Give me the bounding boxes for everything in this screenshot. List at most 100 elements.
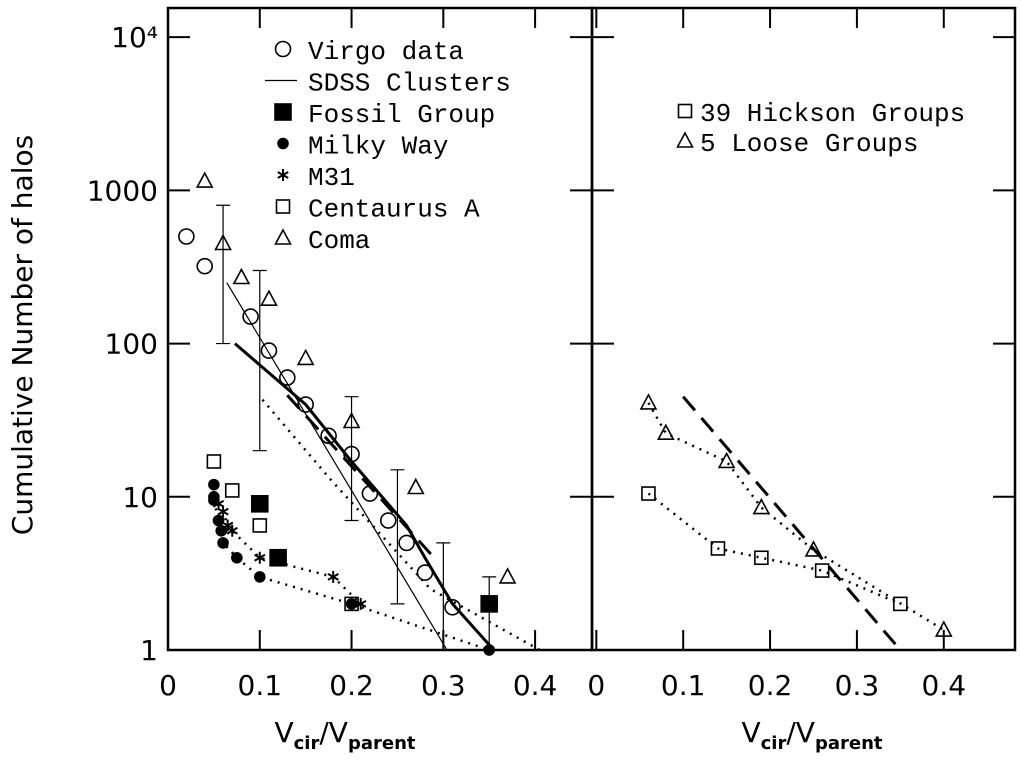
- data-point: [320, 427, 337, 445]
- data-point: [406, 477, 425, 495]
- data-point: [260, 342, 278, 359]
- data-point: [212, 514, 225, 527]
- legend-label: Fossil Group: [308, 100, 495, 130]
- legend-label: 5 Loose Groups: [700, 129, 918, 159]
- data-point: [327, 570, 339, 583]
- legend-marker: [275, 199, 291, 214]
- data-point: [814, 563, 830, 578]
- data-point: [212, 497, 225, 510]
- data-point: [231, 551, 243, 564]
- data-point: [498, 567, 517, 584]
- legend-label: Virgo data: [308, 37, 464, 67]
- data-point: [804, 540, 823, 557]
- error-bar: [216, 204, 231, 345]
- legend-label: Coma: [308, 226, 370, 256]
- y-tick-label: 100: [105, 328, 158, 361]
- data-point: [279, 369, 296, 386]
- data-point: [345, 598, 358, 610]
- series-line: [647, 402, 945, 632]
- data-point: [361, 485, 379, 502]
- data-point: [656, 423, 675, 441]
- plot-frame: [590, 6, 1017, 652]
- x-axis-title-part: /V: [786, 716, 815, 749]
- x-axis-title: Vcir/Vparent: [741, 716, 882, 754]
- y-tick-label: 1000: [87, 174, 158, 207]
- legend-marker: [274, 103, 292, 121]
- x-axis-title-part: V: [741, 716, 760, 749]
- x-tick-label: 0.4: [922, 669, 967, 702]
- data-point: [206, 454, 222, 469]
- data-point: [195, 171, 214, 188]
- error-bar: [436, 542, 451, 650]
- legend-marker: [277, 169, 289, 181]
- x-axis-title-part: cir: [761, 733, 787, 754]
- data-point: [297, 396, 314, 413]
- data-point: [250, 495, 269, 513]
- data-point: [214, 233, 232, 251]
- y-tick-label: 10: [122, 481, 158, 514]
- data-point: [208, 478, 220, 491]
- x-axis-title-part: cir: [294, 733, 320, 754]
- x-tick-label: 0.3: [421, 669, 466, 702]
- x-axis-title-part: /V: [319, 716, 348, 749]
- error-bar: [390, 469, 405, 605]
- x-axis-title: Vcir/Vparent: [274, 716, 415, 754]
- x-axis-title-part: parent: [815, 733, 883, 754]
- series-line: [226, 282, 448, 650]
- legend-marker: [274, 228, 292, 245]
- error-bar: [252, 269, 267, 452]
- legend-marker: [274, 40, 292, 58]
- error-bar: [482, 576, 497, 650]
- legend-label: M31: [308, 163, 355, 193]
- data-point: [752, 497, 771, 515]
- x-tick-label: 0.3: [835, 669, 880, 702]
- x-tick-label: 0.1: [238, 669, 283, 702]
- data-point: [639, 393, 658, 410]
- data-point: [717, 451, 736, 469]
- data-point: [754, 550, 769, 566]
- x-tick-label: 0: [159, 669, 177, 702]
- x-tick-label: 0.1: [661, 669, 706, 702]
- plot-area: [647, 395, 945, 650]
- data-point: [196, 257, 214, 275]
- data-point: [934, 620, 953, 637]
- series-line: [647, 492, 901, 606]
- y-tick-label: 1: [140, 634, 158, 667]
- data-point: [480, 595, 499, 613]
- data-point: [416, 564, 434, 581]
- x-tick-label: 0: [587, 669, 605, 702]
- data-point: [379, 512, 397, 529]
- legend-marker: [676, 131, 694, 148]
- data-point: [483, 644, 496, 656]
- data-point: [398, 534, 415, 552]
- legend-label: Centaurus A: [308, 195, 480, 225]
- data-point: [217, 505, 229, 518]
- data-point: [444, 598, 461, 616]
- y-tick-label: 10⁴: [111, 21, 158, 54]
- data-point: [226, 524, 238, 537]
- error-bar: [344, 396, 359, 522]
- data-point: [641, 486, 656, 501]
- data-point: [260, 289, 278, 306]
- data-point: [254, 551, 266, 564]
- data-point: [252, 518, 268, 533]
- x-axis-title-part: V: [274, 716, 293, 749]
- x-axis-title-part: parent: [348, 733, 416, 754]
- legend-marker: [677, 103, 693, 119]
- legend-marker: [277, 137, 289, 150]
- data-point: [224, 483, 240, 498]
- data-point: [217, 537, 229, 549]
- data-point: [344, 596, 359, 612]
- series-line: [682, 395, 902, 650]
- legend-label: 39 Hickson Groups: [700, 99, 965, 129]
- data-point: [232, 267, 251, 285]
- data-point: [221, 519, 234, 532]
- data-point: [178, 228, 195, 245]
- data-point: [343, 445, 360, 463]
- data-point: [342, 411, 361, 429]
- plot-area: [212, 204, 541, 650]
- data-point: [253, 571, 266, 583]
- legend-label: Milky Way: [308, 132, 448, 162]
- data-point: [893, 596, 908, 612]
